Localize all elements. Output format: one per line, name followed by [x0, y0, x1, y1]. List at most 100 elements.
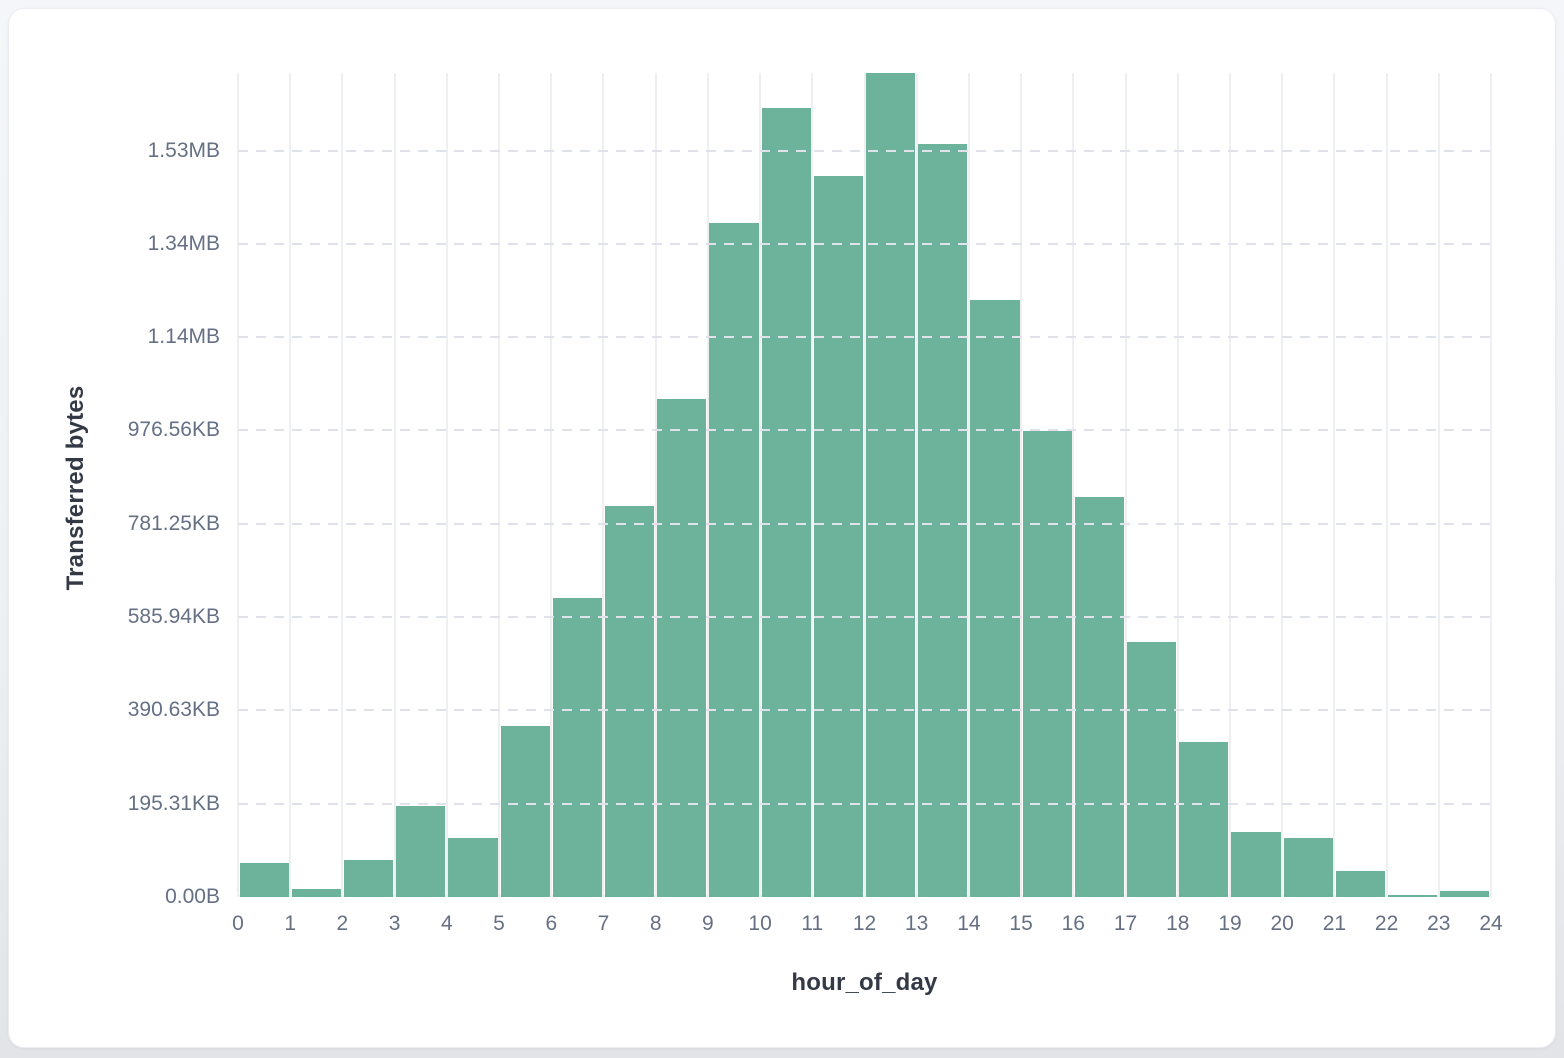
bar-hour-7[interactable] — [604, 506, 655, 897]
x-tick-label-4: 4 — [440, 912, 453, 935]
x-tick-label-10: 10 — [748, 912, 772, 935]
plot-area — [237, 73, 1492, 897]
bar-hour-14[interactable] — [970, 300, 1020, 897]
chart-card: 0.00B 195.31KB 390.63KB 585.94KB 781.25KB 976… — [8, 8, 1556, 1048]
x-tick-label-7: 7 — [597, 912, 610, 935]
bar-hour-13[interactable] — [918, 143, 968, 897]
bar-slot-hour-7 — [603, 73, 655, 897]
bar-hour-1[interactable] — [291, 889, 341, 897]
bar-slot-hour-3 — [395, 73, 447, 897]
bar-hour-3[interactable] — [396, 806, 446, 897]
bar-slot-hour-1 — [290, 73, 342, 897]
bar-slot-hour-0 — [238, 73, 290, 897]
x-tick-label-9: 9 — [702, 912, 714, 935]
x-tick-label-5: 5 — [493, 912, 505, 935]
bar-slot-hour-10 — [760, 73, 812, 897]
v-gridline-13 — [915, 73, 918, 897]
v-gridline-8 — [654, 73, 657, 897]
bar-hour-9[interactable] — [709, 223, 759, 897]
v-gridline-4 — [445, 73, 448, 897]
bar-hour-5[interactable] — [500, 725, 550, 897]
bar-hour-10[interactable] — [761, 108, 811, 897]
y-tick-label-1.34MB: 1.34MB — [147, 231, 220, 255]
y-tick-label-390.63KB: 390.63KB — [127, 698, 220, 722]
bar-hour-20[interactable] — [1283, 838, 1333, 897]
x-tick-label-16: 16 — [1061, 912, 1085, 935]
v-gridline-5 — [498, 73, 501, 897]
y-tick-label-1.14MB: 1.14MB — [147, 325, 220, 349]
bar-slot-hour-20 — [1282, 73, 1334, 897]
bar-hour-12[interactable] — [865, 73, 916, 897]
bar-slot-hour-15 — [1021, 73, 1073, 897]
v-gridline-10 — [759, 73, 762, 897]
bar-slot-hour-23 — [1439, 73, 1491, 897]
vertical-gridlines — [237, 73, 1492, 897]
bar-slot-hour-21 — [1334, 73, 1386, 897]
bar-hour-19[interactable] — [1231, 832, 1281, 897]
v-gridline-2 — [341, 73, 344, 897]
bar-hour-0[interactable] — [239, 862, 289, 897]
x-tick-label-3: 3 — [388, 912, 401, 935]
bar-hour-23[interactable] — [1440, 891, 1490, 897]
x-tick-label-23: 23 — [1427, 912, 1451, 935]
y-tick-label-195.31KB: 195.31KB — [127, 791, 220, 815]
bar-hour-6[interactable] — [552, 598, 602, 897]
bar-hour-15[interactable] — [1022, 431, 1072, 897]
x-tick-label-11: 11 — [801, 912, 824, 935]
bar-hour-22[interactable] — [1387, 895, 1438, 897]
v-gridline-20 — [1281, 73, 1284, 897]
x-tick-label-22: 22 — [1374, 912, 1399, 935]
v-gridline-7 — [602, 73, 605, 897]
v-gridline-14 — [967, 73, 970, 897]
x-tick-label-18: 18 — [1166, 912, 1190, 935]
bar-hour-18[interactable] — [1179, 741, 1229, 897]
y-axis-title: Transferred bytes — [62, 385, 89, 591]
y-tick-label-976.56KB: 976.56KB — [127, 418, 220, 442]
bar-slot-hour-6 — [551, 73, 603, 897]
bar-slot-hour-11 — [812, 73, 864, 897]
bar-hour-17[interactable] — [1126, 642, 1177, 897]
v-gridline-6 — [550, 73, 553, 897]
x-tick-label-17: 17 — [1113, 912, 1138, 935]
x-tick-label-2: 2 — [336, 912, 349, 935]
bar-slot-hour-19 — [1230, 73, 1282, 897]
v-gridline-15 — [1020, 73, 1023, 897]
bar-slot-hour-12 — [864, 73, 916, 897]
bars-container — [238, 73, 1491, 897]
x-tick-label-20: 20 — [1270, 912, 1294, 935]
y-tick-label-781.25KB: 781.25KB — [127, 511, 220, 535]
bar-slot-hour-4 — [447, 73, 499, 897]
y-tick-label-0.00B: 0.00B — [165, 885, 220, 908]
bar-slot-hour-8 — [656, 73, 708, 897]
x-tick-label-0: 0 — [232, 912, 244, 935]
v-gridline-9 — [706, 73, 709, 897]
v-gridline-11 — [811, 73, 814, 897]
bar-hour-8[interactable] — [657, 398, 707, 897]
x-tick-label-1: 1 — [284, 912, 297, 935]
x-tick-label-19: 19 — [1218, 912, 1242, 935]
v-gridline-0 — [237, 73, 239, 897]
x-tick-label-24: 24 — [1479, 912, 1503, 935]
x-axis-baseline — [238, 895, 1491, 897]
bar-hour-4[interactable] — [448, 837, 498, 897]
bar-hour-16[interactable] — [1074, 496, 1124, 897]
y-tick-label-585.94KB: 585.94KB — [127, 605, 220, 628]
bar-slot-hour-5 — [499, 73, 551, 897]
bar-slot-hour-22 — [1386, 73, 1438, 897]
x-tick-label-14: 14 — [957, 912, 981, 935]
x-tick-label-12: 12 — [852, 912, 877, 935]
bar-slot-hour-13 — [917, 73, 969, 897]
bar-hour-2[interactable] — [343, 860, 394, 897]
v-gridline-12 — [863, 73, 866, 897]
v-gridline-24 — [1490, 73, 1492, 897]
bar-hour-21[interactable] — [1335, 870, 1385, 897]
x-tick-label-8: 8 — [649, 912, 662, 935]
x-tick-label-15: 15 — [1009, 912, 1033, 935]
x-tick-label-21: 21 — [1322, 912, 1347, 935]
bar-hour-11[interactable] — [813, 176, 863, 897]
bar-slot-hour-9 — [708, 73, 760, 897]
x-axis-title: hour_of_day — [791, 969, 938, 996]
bar-slot-hour-16 — [1073, 73, 1125, 897]
bar-slot-hour-17 — [1125, 73, 1177, 897]
v-gridline-3 — [393, 73, 396, 897]
